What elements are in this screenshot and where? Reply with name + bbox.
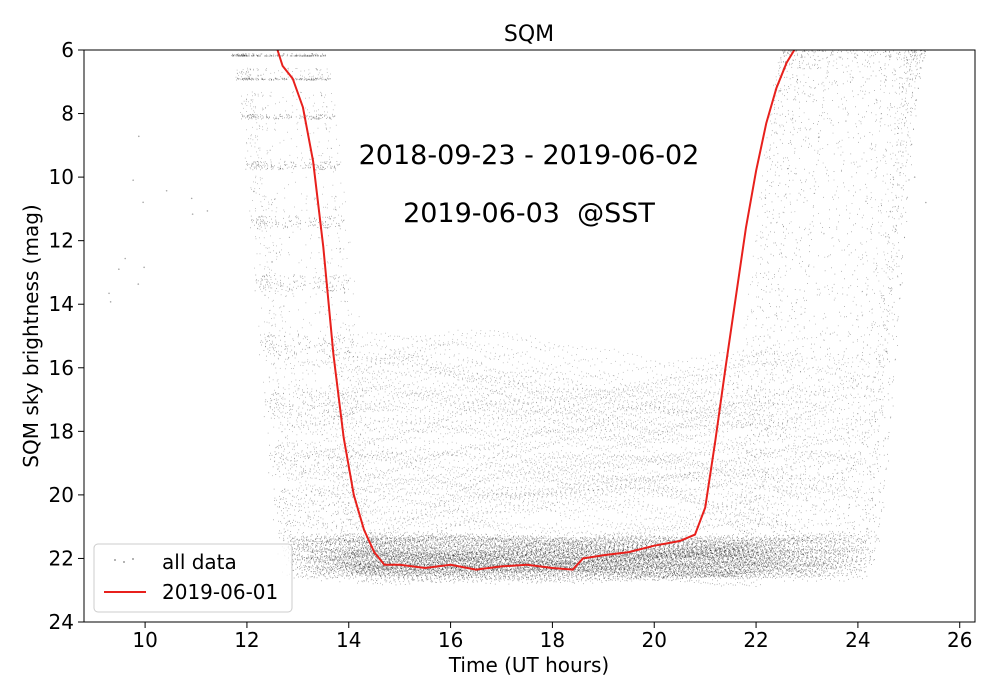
y-axis-ticks: 6 8 10 12 14 16 18 20 22 24	[49, 38, 84, 634]
series-line-2019-06-01	[276, 49, 796, 571]
y-tick-label: 24	[49, 610, 74, 634]
x-tick-label: 26	[947, 628, 972, 652]
y-tick-label: 20	[49, 483, 74, 507]
all-data-outlier-point	[124, 257, 127, 260]
y-axis-label: SQM sky brightness (mag)	[19, 204, 43, 467]
all-data-outlier-point	[165, 189, 168, 192]
x-tick-label: 22	[743, 628, 768, 652]
all-data-outlier-point	[817, 136, 820, 139]
all-data-outlier-point	[132, 179, 134, 181]
plot-background	[84, 50, 975, 622]
y-tick-label: 6	[61, 38, 74, 62]
x-tick-label: 16	[438, 628, 463, 652]
legend-label-all-data: all data	[162, 550, 237, 574]
all-data-outlier-point	[142, 201, 144, 204]
plot-frame	[83, 49, 976, 623]
all-data-outlier-point	[108, 292, 110, 295]
y-tick-label: 14	[49, 292, 74, 316]
y-tick-label: 12	[49, 229, 74, 253]
legend-marker-all-data	[114, 558, 134, 563]
x-tick-label: 14	[336, 628, 361, 652]
annotation-obs-date: 2019-06-03 @SST	[403, 198, 655, 229]
x-tick-label: 20	[642, 628, 667, 652]
x-axis-ticks: 10 12 14 16 18 20 22 24 26	[132, 622, 972, 652]
all-data-outlier-point	[925, 201, 927, 204]
all-data-outlier-point	[137, 135, 140, 138]
annotation-date-range: 2018-09-23 - 2019-06-02	[359, 140, 700, 171]
x-tick-label: 24	[845, 628, 870, 652]
all-data-outlier-point	[271, 261, 273, 263]
plot-area	[83, 49, 976, 623]
all-data-outlier-point	[118, 268, 120, 270]
all-data-outlier-point	[899, 283, 902, 286]
all-data-outlier-point	[109, 301, 112, 303]
all-data-outlier-point	[190, 197, 193, 200]
x-tick-label: 10	[132, 628, 157, 652]
y-tick-label: 16	[49, 356, 74, 380]
all-data-outlier-point	[206, 210, 209, 212]
y-tick-label: 22	[49, 546, 74, 570]
x-tick-label: 12	[234, 628, 259, 652]
legend-box	[93, 543, 293, 613]
legend: all data 2019-06-01	[93, 543, 293, 613]
all-data-outlier-point	[143, 266, 145, 269]
chart-title: SQM	[504, 22, 554, 47]
y-tick-label: 8	[61, 102, 74, 126]
legend-label-2019-06-01: 2019-06-01	[162, 580, 278, 604]
all-data-outlier-point	[913, 176, 916, 178]
all-data-outlier-point	[191, 213, 194, 215]
x-tick-label: 18	[540, 628, 565, 652]
y-tick-label: 10	[49, 165, 74, 189]
all-data-outlier-point	[253, 190, 255, 193]
x-axis-label: Time (UT hours)	[448, 653, 609, 677]
all-data-outlier-point	[137, 283, 140, 285]
y-tick-label: 18	[49, 419, 74, 443]
